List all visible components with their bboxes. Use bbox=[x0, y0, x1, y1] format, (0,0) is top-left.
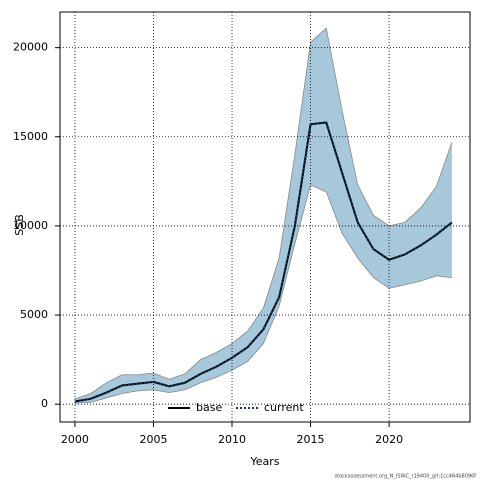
y-tick-label: 20000 bbox=[13, 41, 48, 54]
y-tick-label: 10000 bbox=[13, 219, 48, 232]
line bbox=[74, 121, 453, 403]
x-tick-label: 2005 bbox=[139, 433, 167, 446]
x-tick-label: 2015 bbox=[297, 433, 325, 446]
y-axis-label: SSB bbox=[13, 214, 26, 236]
y-tick-label: 15000 bbox=[13, 130, 48, 143]
legend-label: base bbox=[196, 401, 222, 414]
x-tick-label: 2000 bbox=[61, 433, 89, 446]
y-tick-label: 0 bbox=[41, 397, 48, 410]
x-tick-label: 2020 bbox=[375, 433, 403, 446]
watermark: stockassessment.org_N_ISWC_r19400_git:1c… bbox=[335, 474, 477, 480]
plot-frame bbox=[59, 11, 471, 423]
x-tick-label: 2010 bbox=[218, 433, 246, 446]
x-axis-label: Years bbox=[249, 455, 279, 468]
legend-label: current bbox=[264, 401, 304, 414]
band-edge bbox=[74, 184, 452, 404]
confidence-band bbox=[74, 28, 452, 404]
y-tick-label: 5000 bbox=[20, 308, 48, 321]
